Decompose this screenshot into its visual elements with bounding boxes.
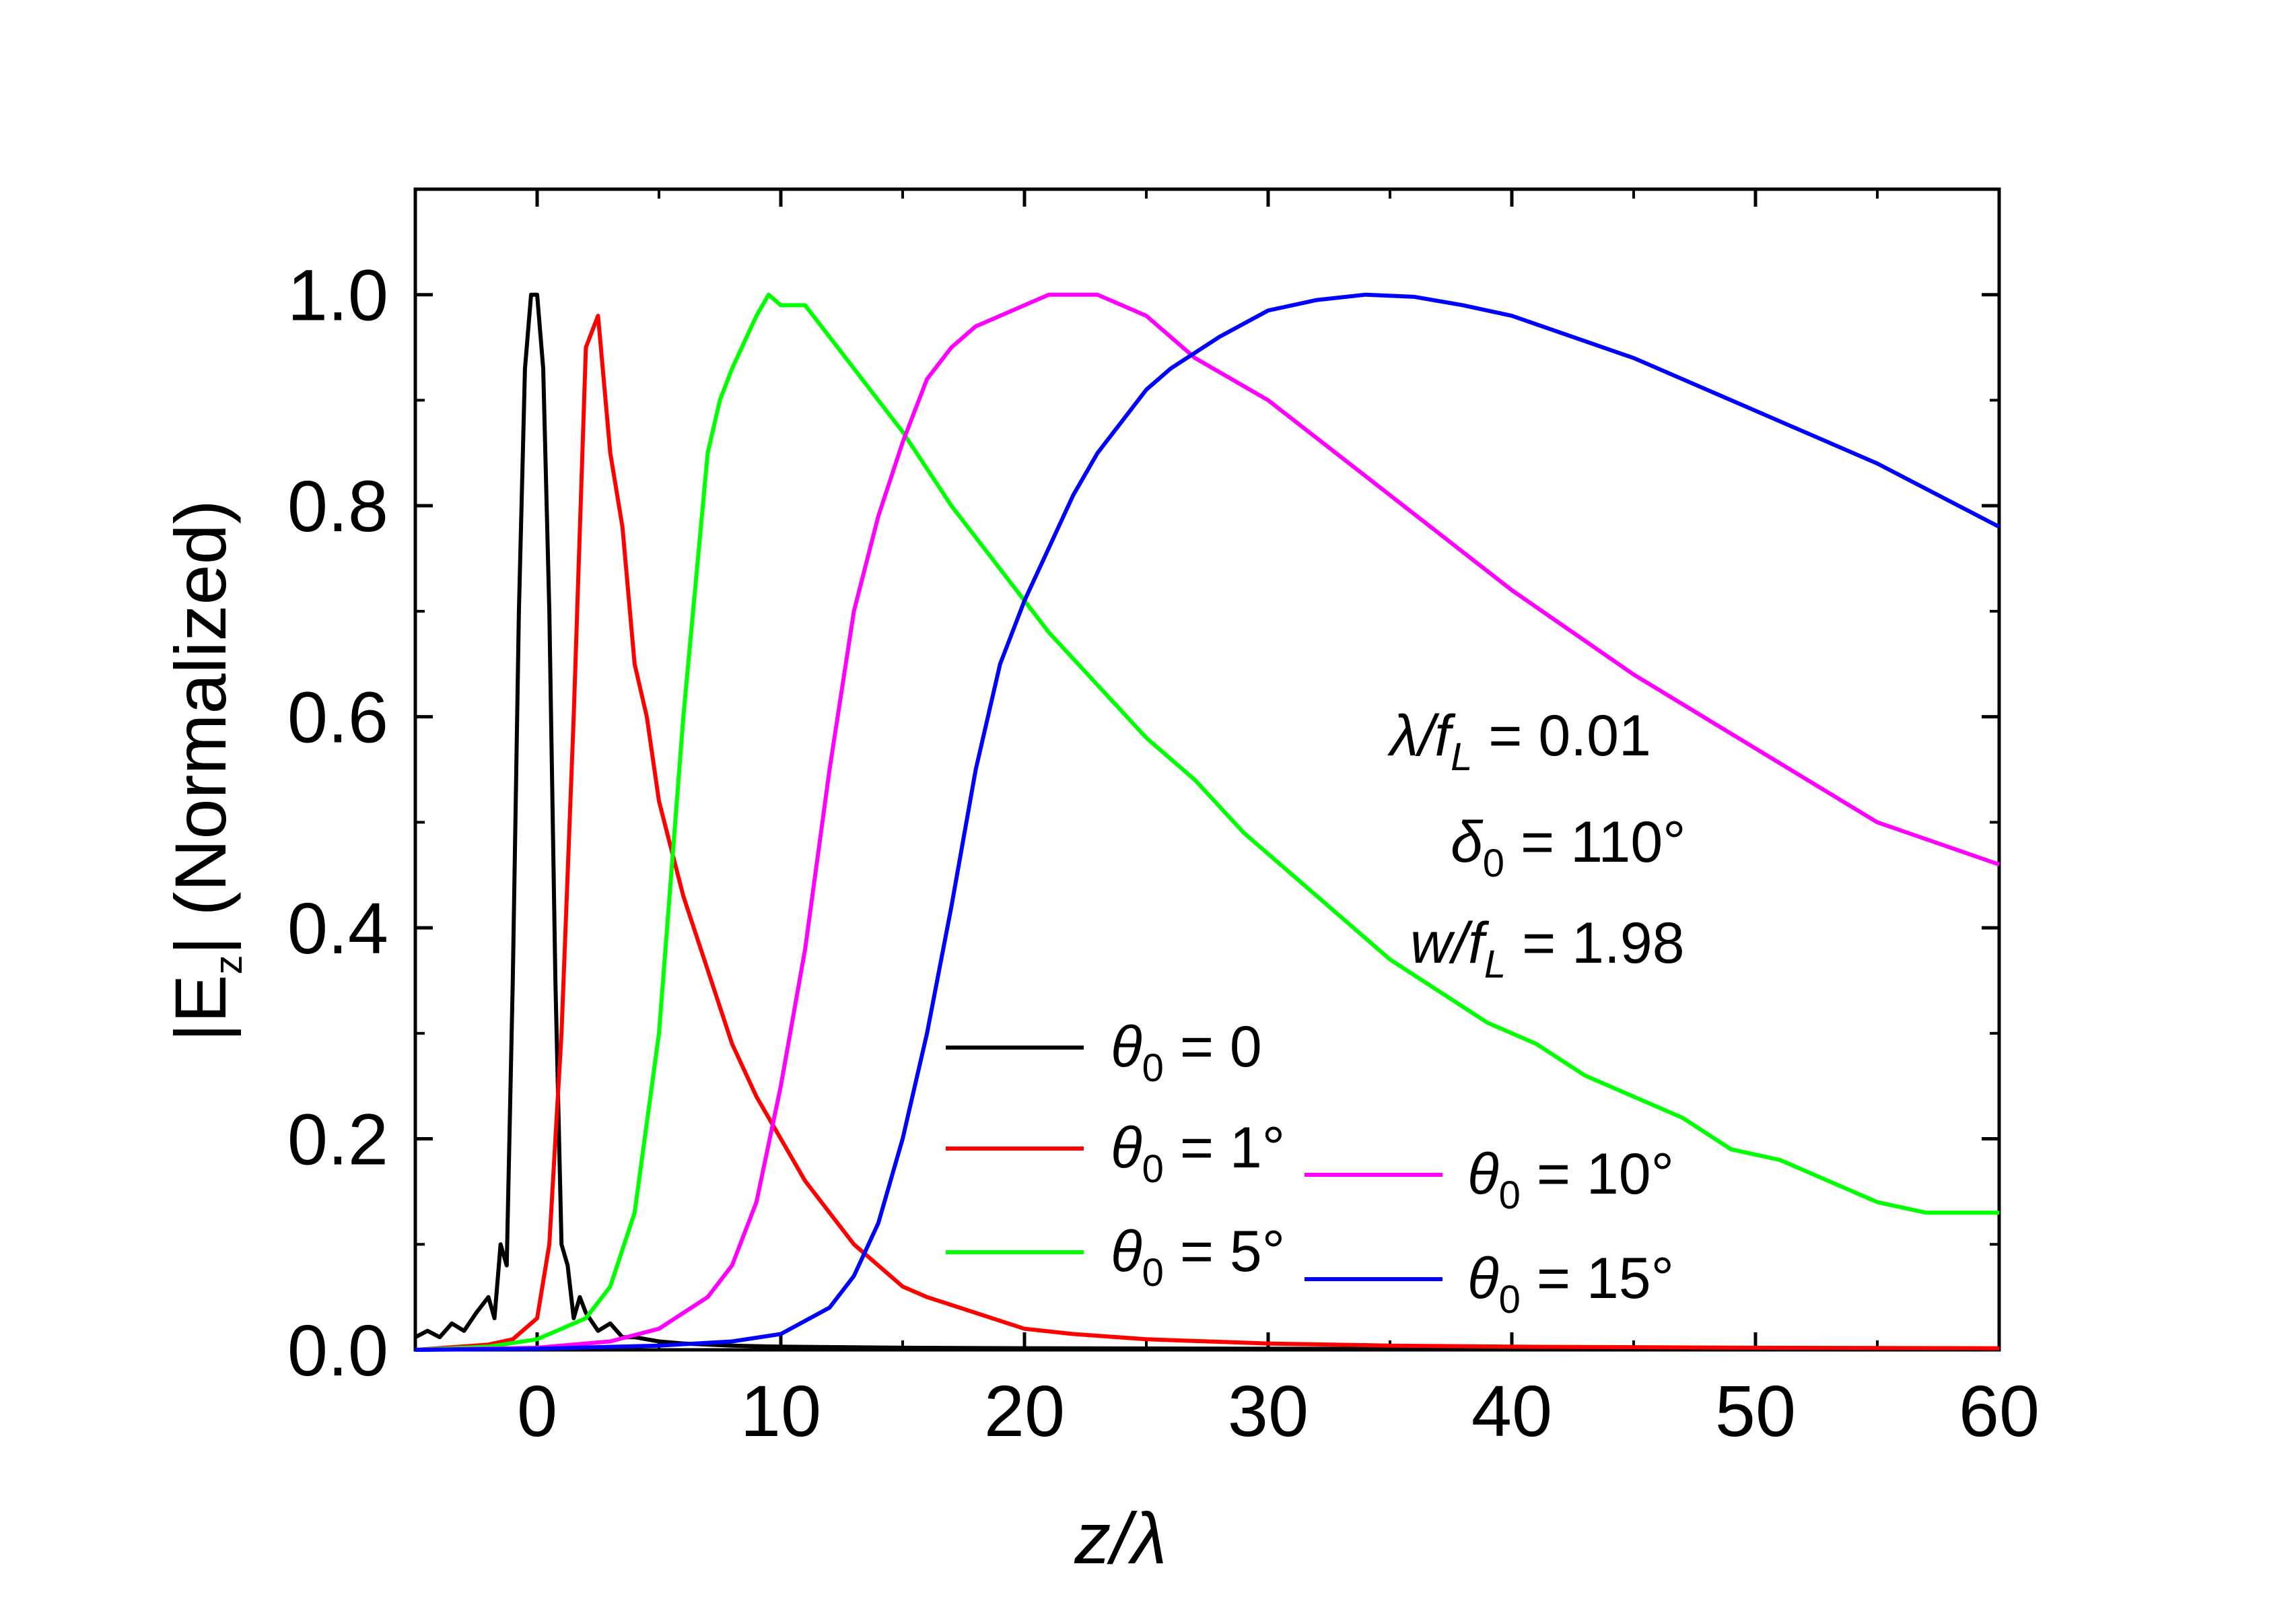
legend-label-theta10: θ0 = 10° xyxy=(1467,1142,1674,1217)
y-tick-label: 0.0 xyxy=(287,1309,388,1391)
y-tick-label: 0.4 xyxy=(287,887,388,969)
x-tick-label: 40 xyxy=(1471,1370,1552,1452)
legend-label-theta5: θ0 = 5° xyxy=(1111,1219,1285,1295)
x-axis-ticks: 0 10 20 30 40 50 60 xyxy=(414,189,2040,1452)
x-tick-label: 10 xyxy=(740,1370,821,1452)
annotation-block: λ/fL = 0.01 δ0 = 110° w/fL = 1.98 xyxy=(1387,704,1686,986)
annotation-delta0: δ0 = 110° xyxy=(1451,810,1686,885)
y-tick-label: 0.6 xyxy=(287,677,388,758)
series-line-4 xyxy=(415,292,2001,1352)
x-tick-label: 30 xyxy=(1228,1370,1309,1452)
x-tick-label: 0 xyxy=(517,1370,557,1452)
y-tick-label: 0.8 xyxy=(287,465,388,547)
y-axis-title-sub: z xyxy=(207,955,250,975)
x-axis-title: z/λ xyxy=(1074,1497,1167,1579)
series-line-2 xyxy=(415,292,1999,1352)
x-tick-label: 50 xyxy=(1715,1370,1796,1452)
legend: θ0 = 0 θ0 = 1° θ0 = 5° θ0 = 10° θ0 = 15° xyxy=(946,1015,1674,1322)
legend-label-theta0: θ0 = 0 xyxy=(1111,1015,1262,1090)
legend-label-theta15: θ0 = 15° xyxy=(1467,1246,1674,1322)
y-axis-title: |Ez| (Normalized) xyxy=(160,500,250,1041)
annotation-w-fL: w/fL = 1.98 xyxy=(1410,911,1685,986)
x-tick-label: 20 xyxy=(984,1370,1065,1452)
y-axis-title-suffix: | (Normalized) xyxy=(160,500,241,955)
series-line-3 xyxy=(415,292,2000,1352)
y-tick-label: 1.0 xyxy=(287,254,388,336)
series-line-0 xyxy=(414,292,2000,1352)
series-layer xyxy=(414,292,2001,1352)
series-line-1 xyxy=(415,314,2000,1352)
y-axis-title-prefix: |E xyxy=(160,975,241,1042)
legend-label-theta1: θ0 = 1° xyxy=(1111,1116,1285,1191)
y-tick-label: 0.2 xyxy=(287,1099,388,1180)
annotation-lambda-fL: λ/fL = 0.01 xyxy=(1387,704,1651,779)
y-axis-ticks: 0.0 0.2 0.4 0.6 0.8 1.0 xyxy=(287,254,1999,1391)
x-tick-label: 60 xyxy=(1959,1370,2040,1452)
